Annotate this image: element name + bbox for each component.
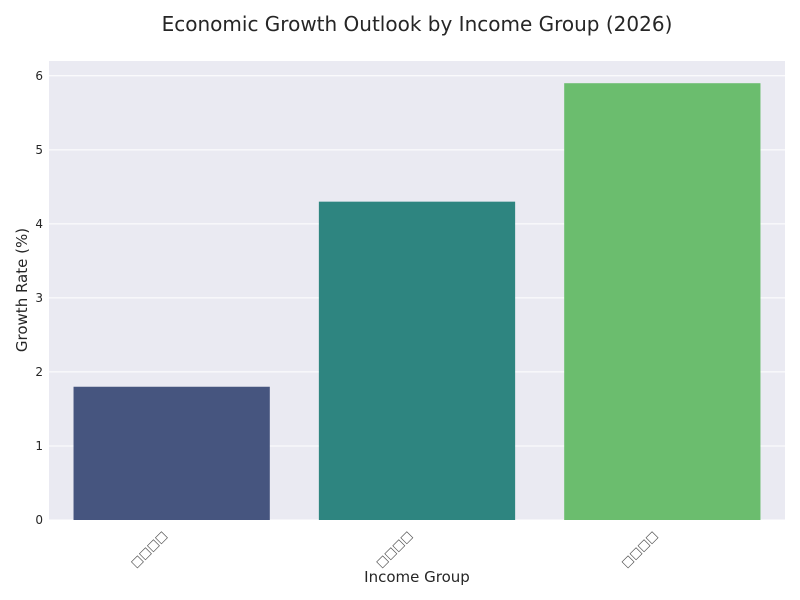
x-tick-label: □□□□ (618, 528, 660, 570)
y-axis-label: Growth Rate (%) (13, 228, 31, 352)
x-axis-label: Income Group (364, 568, 470, 586)
bars (73, 83, 761, 520)
chart-title: Economic Growth Outlook by Income Group … (162, 12, 673, 36)
y-tick-label: 5 (35, 143, 43, 157)
y-tick-label: 6 (35, 69, 43, 83)
x-tick-labels: □□□□ □□□□ □□□□ (128, 528, 661, 570)
y-tick-labels: 0 1 2 3 4 5 6 (35, 69, 43, 527)
bar-1 (318, 201, 516, 520)
x-tick-label: □□□□ (373, 528, 415, 570)
y-tick-label: 3 (35, 291, 43, 305)
x-tick-label: □□□□ (128, 528, 170, 570)
bar-2 (564, 83, 761, 520)
y-tick-label: 2 (35, 365, 43, 379)
y-tick-label: 4 (35, 217, 43, 231)
bar-0 (73, 386, 270, 520)
y-tick-label: 1 (35, 439, 43, 453)
y-tick-label: 0 (35, 513, 43, 527)
